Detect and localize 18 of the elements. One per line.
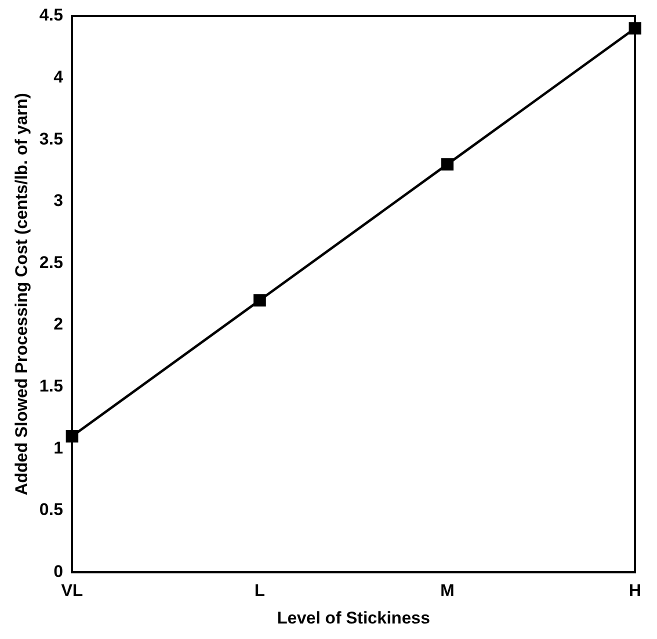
y-tick-label: 3 — [54, 191, 64, 210]
x-tick-label: M — [440, 581, 454, 600]
x-tick-label: H — [628, 581, 642, 600]
y-tick-label: 2 — [54, 314, 64, 334]
y-tick-label: 4.5 — [39, 6, 64, 25]
point — [441, 158, 454, 171]
y-tick-label: 4 — [54, 67, 64, 86]
y-tick-label: 1.5 — [39, 376, 64, 396]
y-axis-title: Added Slowed Processing Cost (cents/lb. of yarn) — [12, 92, 31, 496]
y-tick-label: 0.5 — [39, 500, 64, 520]
y-tick-label: 3.5 — [39, 129, 64, 148]
point — [253, 294, 266, 306]
x-tick-label: VL — [61, 581, 83, 600]
x-axis-title: Level of Stickiness — [276, 608, 430, 628]
y-tick-label: 1 — [54, 438, 64, 458]
y-tick-label: 0 — [54, 562, 64, 581]
x-tick-label: L — [254, 581, 265, 600]
y-tick-label: 2.5 — [39, 252, 64, 272]
